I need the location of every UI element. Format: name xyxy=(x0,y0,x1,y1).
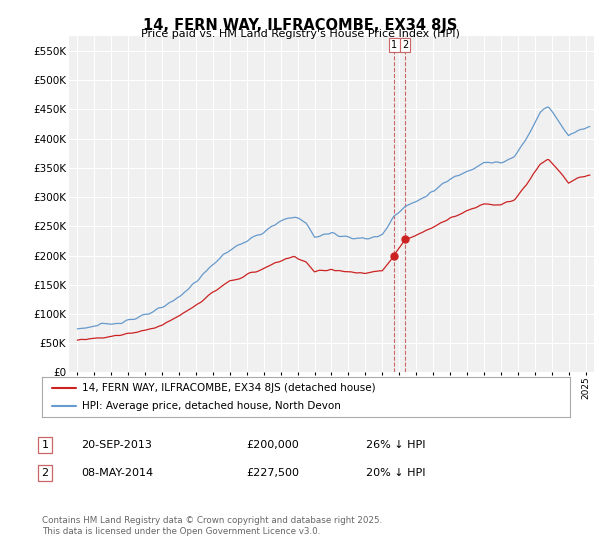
Text: 2: 2 xyxy=(402,40,408,50)
Text: 1: 1 xyxy=(41,440,49,450)
Text: 14, FERN WAY, ILFRACOMBE, EX34 8JS (detached house): 14, FERN WAY, ILFRACOMBE, EX34 8JS (deta… xyxy=(82,383,375,393)
Text: £227,500: £227,500 xyxy=(246,468,299,478)
Text: 20% ↓ HPI: 20% ↓ HPI xyxy=(366,468,425,478)
Text: 14, FERN WAY, ILFRACOMBE, EX34 8JS: 14, FERN WAY, ILFRACOMBE, EX34 8JS xyxy=(143,18,457,33)
Text: 26% ↓ HPI: 26% ↓ HPI xyxy=(366,440,425,450)
Text: 2: 2 xyxy=(41,468,49,478)
Text: 08-MAY-2014: 08-MAY-2014 xyxy=(81,468,153,478)
Text: 1: 1 xyxy=(391,40,398,50)
Text: Price paid vs. HM Land Registry's House Price Index (HPI): Price paid vs. HM Land Registry's House … xyxy=(140,29,460,39)
Text: Contains HM Land Registry data © Crown copyright and database right 2025.
This d: Contains HM Land Registry data © Crown c… xyxy=(42,516,382,536)
Text: HPI: Average price, detached house, North Devon: HPI: Average price, detached house, Nort… xyxy=(82,402,340,411)
Text: 20-SEP-2013: 20-SEP-2013 xyxy=(81,440,152,450)
Text: £200,000: £200,000 xyxy=(246,440,299,450)
